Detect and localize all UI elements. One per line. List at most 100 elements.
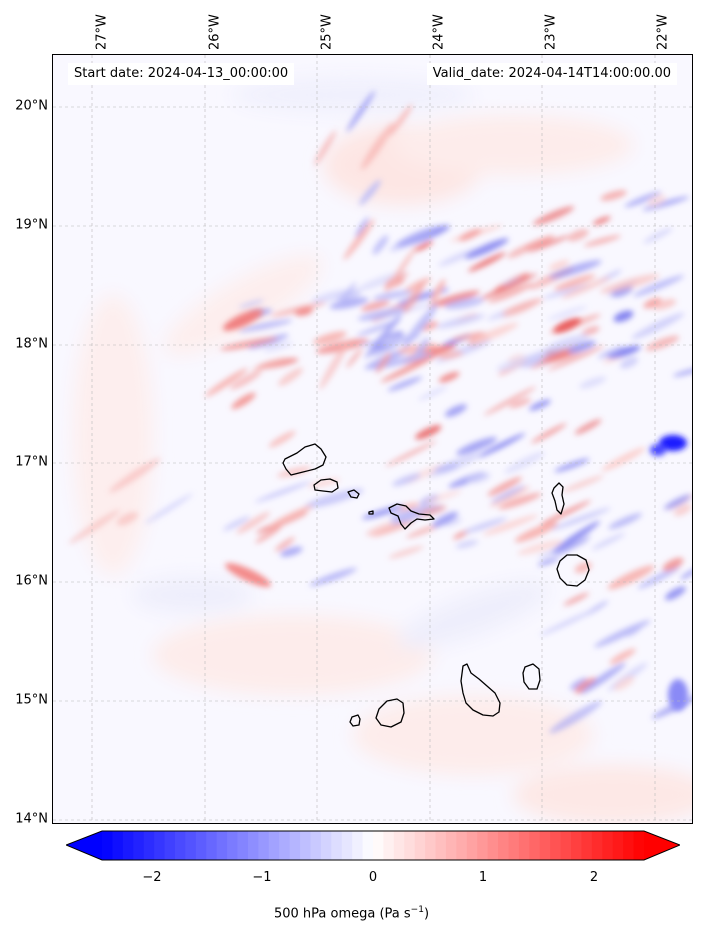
colorbar-cell <box>591 831 603 860</box>
omega-streak <box>537 557 559 566</box>
omega-streak <box>372 235 389 255</box>
island-santo-antao <box>282 443 327 476</box>
omega-streak <box>581 326 600 336</box>
omega-streak <box>469 322 519 345</box>
omega-streak <box>607 345 641 359</box>
omega-streak <box>438 247 480 267</box>
omega-streak <box>592 216 611 226</box>
colorbar-cell <box>258 831 270 860</box>
colorbar-outline <box>66 830 680 861</box>
colorbar-cell <box>268 831 280 860</box>
colorbar-tick-0: 0 <box>368 870 378 885</box>
omega-streak <box>477 433 526 458</box>
colorbar-cell <box>456 831 468 860</box>
omega-streak <box>229 370 262 390</box>
omega-streak <box>254 481 312 503</box>
omega-streak <box>360 300 390 312</box>
colorbar-cell <box>602 831 614 860</box>
omega-streak <box>529 399 551 411</box>
omega-streak <box>562 475 604 493</box>
omega-streak <box>664 586 686 601</box>
omega-streak <box>561 276 611 299</box>
colorbar-cell <box>227 831 239 860</box>
omega-streak <box>464 238 509 259</box>
colorbar-cell <box>102 831 114 860</box>
colorbar-label-text: 500 hPa omega (Pa s <box>273 906 411 922</box>
omega-streak <box>451 331 486 341</box>
omega-streak <box>643 297 662 309</box>
omega-streak <box>364 314 402 359</box>
omega-streak <box>444 404 467 417</box>
colorbar-cell <box>133 831 145 860</box>
omega-streak <box>553 317 582 334</box>
omega-streak <box>397 502 420 512</box>
omega-streak <box>223 516 250 531</box>
omega-streak <box>415 425 442 440</box>
omega-streak <box>356 271 405 292</box>
omega-streak <box>527 235 570 253</box>
omega-streak <box>238 299 264 309</box>
colorbar-cell <box>404 831 416 860</box>
omega-streak <box>436 314 485 329</box>
omega-streak <box>542 283 590 299</box>
colorbar-cell <box>300 831 312 860</box>
colorbar-cell <box>164 831 176 860</box>
start-date-label: Start date: 2024-04-13_00:00:00 <box>68 63 295 85</box>
omega-streak <box>430 279 446 303</box>
omega-streak <box>609 648 636 665</box>
colorbar-cell <box>216 831 228 860</box>
intense-cells <box>222 309 688 711</box>
omega-streak <box>339 282 357 305</box>
omega-streak <box>329 297 369 310</box>
omega-streak <box>463 517 508 534</box>
omega-streak <box>456 437 498 456</box>
colorbar-cells <box>102 831 645 860</box>
colorbar-cell <box>331 831 343 860</box>
omega-streak <box>397 343 438 353</box>
omega-streak <box>482 514 539 536</box>
omega-streak <box>633 275 685 297</box>
island-boa-vista <box>556 554 590 587</box>
omega-streak <box>418 386 448 401</box>
omega-streak <box>569 677 588 690</box>
island-brava <box>349 714 361 727</box>
omega-streak <box>432 511 459 528</box>
omega-streak <box>514 521 559 543</box>
colorbar-cell <box>154 831 166 860</box>
colorbar-cell <box>539 831 551 860</box>
omega-streak <box>673 504 692 516</box>
omega-streak <box>313 331 347 345</box>
omega-streak <box>274 537 295 552</box>
omega-streak <box>238 319 293 332</box>
omega-streak <box>631 312 685 340</box>
omega-streak <box>554 458 590 473</box>
omega-streak <box>444 517 462 527</box>
omega-streak <box>550 507 611 531</box>
omega-streak <box>389 104 413 136</box>
map-panel[interactable] <box>52 54 693 824</box>
omega-streak <box>608 513 642 530</box>
colorbar-cell <box>362 831 374 860</box>
omega-streak <box>236 511 271 534</box>
omega-streak <box>413 240 434 252</box>
colorbar-tick-neg2: −2 <box>142 870 162 885</box>
colorbar-label-close: ) <box>423 906 430 922</box>
omega-streak <box>361 505 405 520</box>
colorbar-cell <box>508 831 520 860</box>
omega-streak <box>591 532 626 550</box>
omega-streak <box>414 337 429 359</box>
colorbar-cell <box>206 831 218 860</box>
omega-streak <box>438 371 460 383</box>
colorbar-cell <box>310 831 322 860</box>
omega-streak <box>489 486 531 508</box>
omega-streak <box>375 352 392 374</box>
omega-streak <box>116 512 139 526</box>
colorbar-cell <box>237 831 249 860</box>
lat-label-20n: 20°N <box>15 98 48 114</box>
omega-streak <box>343 218 375 260</box>
colorbar-cell <box>393 831 405 860</box>
omega-streak <box>255 525 282 544</box>
omega-streak <box>642 196 690 211</box>
omega-streak <box>356 319 401 336</box>
omega-streak <box>483 386 536 416</box>
